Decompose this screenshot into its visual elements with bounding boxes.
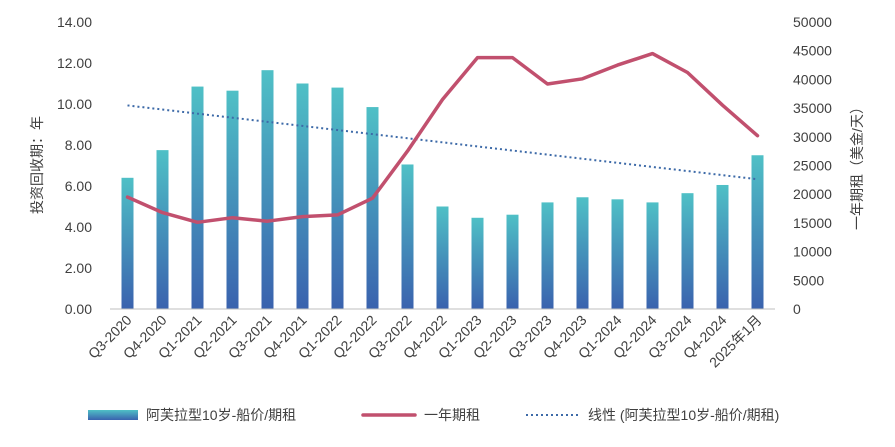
bar [226, 90, 239, 309]
left-tick-label: 0.00 [65, 301, 92, 317]
left-tick-label: 6.00 [65, 178, 92, 194]
trendline-series [127, 104, 758, 181]
trendline [127, 104, 758, 181]
legend: 阿芙拉型10岁-船价/期租 一年期租 线性 (阿芙拉型10岁-船价/期租) [88, 407, 779, 423]
right-tick-label: 45000 [793, 43, 832, 59]
right-tick-label: 15000 [793, 215, 832, 231]
line-series-path [125, 51, 760, 225]
bar [541, 202, 554, 309]
right-tick-label: 30000 [793, 129, 832, 145]
right-axis-ticks: 0 5000 10000 15000 20000 25000 30000 35000 40000… [793, 14, 832, 317]
left-tick-label: 8.00 [65, 137, 92, 153]
left-tick-label: 4.00 [65, 219, 92, 235]
right-tick-label: 5000 [793, 272, 824, 288]
bar [261, 70, 274, 309]
bar [366, 107, 379, 309]
bar [611, 199, 624, 309]
x-axis-ticks: Q3-2020Q4-2020Q1-2021Q2-2021Q3-2021Q4-20… [85, 312, 765, 371]
bar [191, 86, 204, 309]
bar [576, 197, 589, 309]
bar [681, 193, 694, 309]
left-axis-title: 投资回收期：年 [29, 116, 45, 214]
right-tick-label: 50000 [793, 14, 832, 30]
legend-swatch-bar [88, 410, 138, 420]
right-tick-label: 0 [793, 301, 801, 317]
bar [751, 155, 764, 309]
right-axis-title: 一年期租（美金/天） [849, 100, 865, 230]
bar-series [121, 70, 764, 309]
right-tick-label: 25000 [793, 158, 832, 174]
left-tick-label: 10.00 [57, 96, 92, 112]
right-tick-label: 20000 [793, 186, 832, 202]
bar [471, 217, 484, 309]
left-tick-label: 14.00 [57, 14, 92, 30]
legend-label-bar: 阿芙拉型10岁-船价/期租 [146, 407, 296, 423]
legend-label-line: 一年期租 [424, 407, 480, 423]
legend-label-trend: 线性 (阿芙拉型10岁-船价/期租) [588, 407, 779, 423]
right-tick-label: 10000 [793, 244, 832, 260]
bar [156, 150, 169, 309]
left-axis-ticks: 0.00 2.00 4.00 6.00 8.00 10.00 12.00 14.00 [57, 14, 92, 317]
left-tick-label: 12.00 [57, 55, 92, 71]
bar [296, 83, 309, 309]
bar [716, 184, 729, 309]
line-series [125, 51, 760, 225]
bar [401, 164, 414, 309]
bar [121, 177, 134, 309]
bar [646, 202, 659, 309]
bar [331, 87, 344, 309]
left-tick-label: 2.00 [65, 260, 92, 276]
bar [436, 206, 449, 309]
bar [506, 214, 519, 309]
right-tick-label: 40000 [793, 71, 832, 87]
right-tick-label: 35000 [793, 100, 832, 116]
